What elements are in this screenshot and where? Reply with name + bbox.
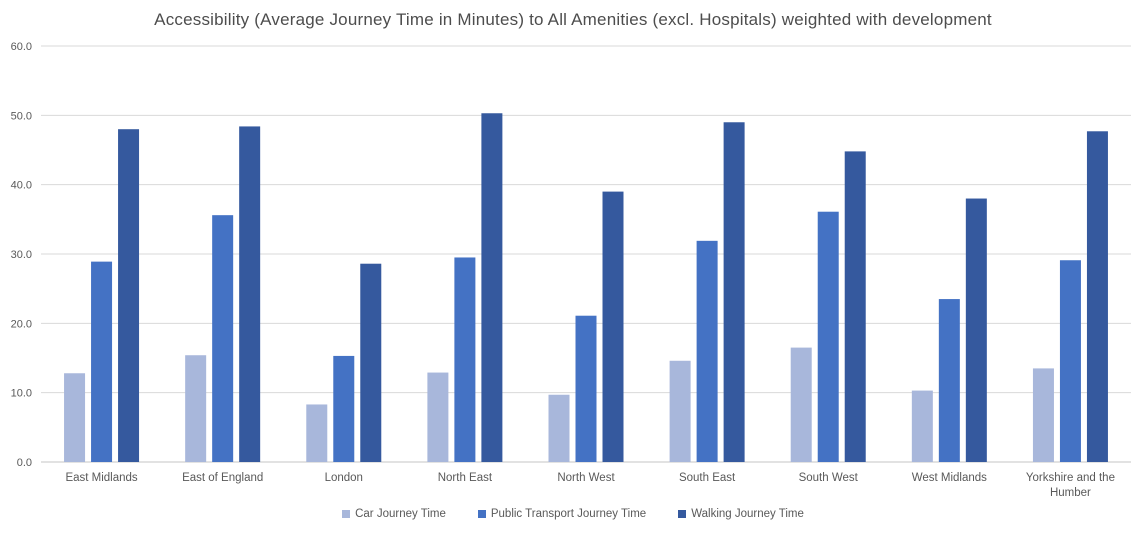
x-axis-category-label: Humber — [1050, 487, 1091, 499]
y-axis-tick-label: 60.0 — [11, 41, 32, 53]
x-axis-category-label: North East — [438, 472, 493, 484]
x-axis-category-label: London — [325, 472, 363, 484]
bar-car-journey-time-south-east — [669, 360, 691, 462]
chart-title: Accessibility (Average Journey Time in M… — [154, 10, 992, 29]
x-axis-category-label: West Midlands — [912, 472, 987, 484]
y-axis-tick-label: 0.0 — [17, 457, 32, 469]
y-axis-tick-label: 30.0 — [11, 249, 32, 261]
bar-walking-journey-time-london — [360, 263, 382, 462]
bar-public-transport-journey-time-east-midlands — [91, 261, 113, 462]
legend-item-public-transport-journey-time: Public Transport Journey Time — [477, 508, 647, 520]
bar-public-transport-journey-time-east-of-england — [212, 215, 234, 462]
legend-item-walking-journey-time: Walking Journey Time — [678, 508, 804, 520]
x-axis-category-label: South East — [679, 472, 736, 484]
y-axis-tick-label: 10.0 — [11, 388, 32, 400]
bar-public-transport-journey-time-north-east — [454, 257, 476, 462]
bar-car-journey-time-north-east — [427, 372, 449, 462]
x-axis-category-label: East of England — [182, 472, 263, 484]
bar-car-journey-time-yorkshire-and-the-humber — [1032, 368, 1054, 462]
bar-car-journey-time-east-of-england — [185, 355, 207, 462]
bar-public-transport-journey-time-london — [333, 355, 355, 462]
legend-swatch-icon — [477, 510, 486, 518]
bar-car-journey-time-north-west — [548, 394, 570, 462]
bar-public-transport-journey-time-yorkshire-and-the-humber — [1059, 260, 1081, 462]
bar-walking-journey-time-south-west — [844, 151, 866, 463]
bar-walking-journey-time-north-east — [481, 113, 503, 463]
x-axis-category-label: North West — [557, 472, 615, 484]
legend-label: Walking Journey Time — [691, 508, 804, 520]
bar-public-transport-journey-time-west-midlands — [938, 299, 960, 462]
legend-swatch-icon — [342, 510, 351, 518]
bar-public-transport-journey-time-south-east — [696, 240, 718, 462]
legend-label: Car Journey Time — [355, 508, 446, 520]
chart-legend: Car Journey Time Public Transport Journey… — [0, 508, 1146, 520]
x-axis-category-label: South West — [799, 472, 859, 484]
bar-walking-journey-time-east-midlands — [118, 129, 140, 462]
bar-car-journey-time-south-west — [790, 347, 812, 462]
bar-walking-journey-time-north-west — [602, 191, 624, 462]
bar-public-transport-journey-time-north-west — [575, 315, 597, 462]
bar-car-journey-time-west-midlands — [911, 390, 933, 462]
bar-car-journey-time-london — [306, 404, 328, 462]
y-axis-tick-label: 20.0 — [11, 318, 32, 330]
y-axis-tick-label: 50.0 — [11, 110, 32, 122]
bar-walking-journey-time-yorkshire-and-the-humber — [1086, 131, 1108, 462]
legend-swatch-icon — [678, 510, 687, 518]
bar-walking-journey-time-east-of-england — [239, 126, 261, 462]
bar-walking-journey-time-west-midlands — [965, 198, 987, 463]
legend-item-car-journey-time: Car Journey Time — [342, 508, 446, 520]
x-axis-category-label: Yorkshire and the — [1026, 472, 1115, 484]
y-axis-tick-label: 40.0 — [11, 180, 32, 192]
bar-walking-journey-time-south-east — [723, 122, 745, 463]
x-axis-category-label: East Midlands — [65, 472, 137, 484]
legend-label: Public Transport Journey Time — [490, 508, 647, 520]
bar-car-journey-time-east-midlands — [64, 373, 86, 462]
bar-public-transport-journey-time-south-west — [817, 211, 839, 462]
